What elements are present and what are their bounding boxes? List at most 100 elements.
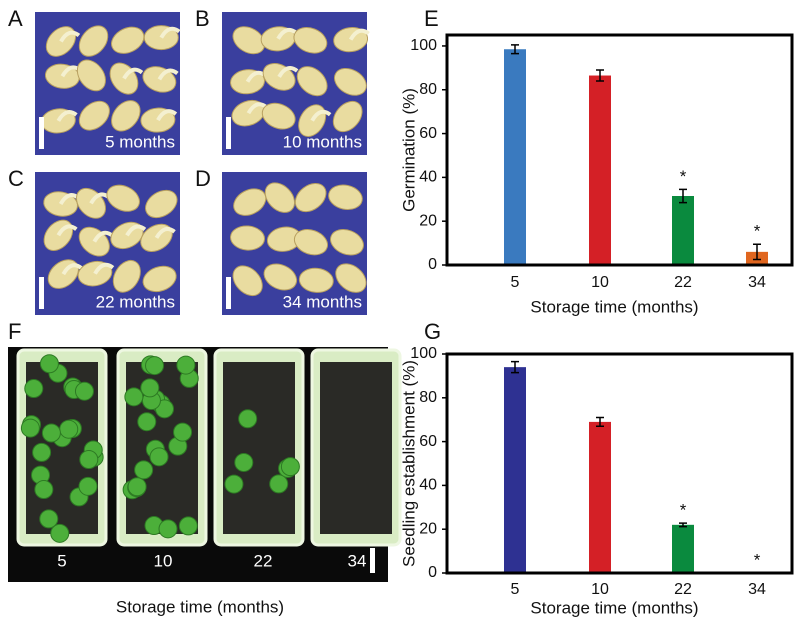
soil	[223, 362, 295, 534]
sprout	[61, 263, 83, 276]
seedling	[178, 516, 198, 536]
seedling	[50, 523, 70, 543]
bar	[589, 75, 611, 266]
sprout	[348, 28, 370, 41]
seedling	[158, 519, 178, 539]
seed	[145, 189, 178, 219]
seedling	[41, 423, 61, 443]
panel-letter: F	[8, 319, 21, 344]
y-tick-label: 20	[419, 212, 437, 229]
seed	[78, 100, 110, 131]
seed	[142, 265, 177, 293]
y-tick-label: 0	[428, 564, 437, 581]
seedling	[74, 381, 94, 401]
soil	[320, 362, 392, 534]
scale-bar	[226, 277, 231, 309]
photo-label: 5 months	[105, 132, 175, 151]
sprout	[277, 66, 299, 78]
seedling	[78, 476, 98, 496]
panel-letter: B	[195, 6, 210, 31]
seedling	[238, 409, 258, 429]
sprout	[310, 109, 332, 122]
scale-bar	[226, 117, 231, 149]
y-tick-label: 100	[410, 345, 437, 362]
sprout	[93, 262, 115, 275]
y-axis-label: Germination (%)	[399, 88, 418, 212]
significance-marker: *	[680, 501, 687, 520]
seedling	[280, 457, 300, 477]
scale-bar	[39, 117, 44, 149]
significance-marker: *	[754, 222, 761, 241]
x-tick-label: 34	[748, 274, 766, 291]
seedling	[59, 419, 79, 439]
seedling	[34, 479, 54, 499]
photo-label: 22 months	[96, 292, 175, 311]
bar	[504, 367, 526, 573]
seedling	[79, 449, 99, 469]
sprout	[122, 67, 144, 80]
y-axis-label: Seedling establishment (%)	[399, 360, 418, 567]
seed	[106, 184, 140, 212]
x-tick-label: 22	[674, 581, 692, 598]
y-tick-label: 40	[419, 169, 437, 186]
seedling	[124, 387, 144, 407]
seedling	[134, 460, 154, 480]
error-bar	[753, 243, 761, 261]
panel-letter: E	[424, 6, 439, 31]
seed	[230, 225, 265, 251]
sprout	[125, 224, 147, 237]
x-tick-label: 10	[591, 274, 609, 291]
photo-label: 10 months	[283, 132, 362, 151]
panel-letter: G	[424, 319, 441, 344]
seedling	[234, 452, 254, 472]
panel-letter: C	[8, 166, 24, 191]
seedling	[149, 447, 169, 467]
sprout	[156, 109, 178, 122]
scale-bar	[39, 277, 44, 309]
seed	[232, 26, 266, 55]
y-tick-label: 60	[419, 125, 437, 142]
sprout	[56, 224, 78, 237]
seedling	[24, 379, 44, 399]
error-bar	[679, 188, 687, 204]
seed	[78, 25, 109, 57]
error-bar	[679, 522, 687, 528]
seedling	[176, 355, 196, 375]
scale-bar	[370, 548, 375, 573]
bar	[672, 524, 694, 573]
sprout	[56, 109, 78, 122]
x-tick-label: 34	[748, 581, 766, 598]
seed	[261, 102, 296, 130]
x-axis-label: Storage time (months)	[530, 297, 698, 316]
plot-frame	[445, 33, 794, 267]
seedling-label: 10	[154, 551, 173, 570]
photo-label: 34 months	[283, 292, 362, 311]
seed	[293, 26, 328, 54]
seedling	[269, 474, 289, 494]
significance-marker: *	[754, 550, 761, 569]
x-tick-label: 5	[511, 581, 520, 598]
seedling	[39, 354, 59, 374]
sprout	[157, 68, 179, 81]
seed	[330, 228, 364, 256]
seed	[112, 259, 141, 293]
seedling	[39, 509, 59, 529]
sprout	[59, 30, 81, 43]
bar	[672, 196, 694, 265]
seedling	[20, 418, 40, 438]
seed	[296, 66, 328, 97]
y-tick-label: 80	[419, 389, 437, 406]
seed	[233, 188, 267, 216]
y-tick-label: 100	[410, 37, 437, 54]
error-bar	[596, 69, 604, 82]
error-bar	[511, 44, 519, 55]
sprout	[246, 102, 268, 115]
seed	[232, 265, 263, 297]
x-axis-label: Storage time (months)	[530, 598, 698, 617]
seed	[111, 100, 141, 132]
seedling	[32, 442, 52, 462]
plot-frame	[445, 352, 794, 575]
seed	[264, 182, 296, 213]
seedling-label: 22	[254, 551, 273, 570]
